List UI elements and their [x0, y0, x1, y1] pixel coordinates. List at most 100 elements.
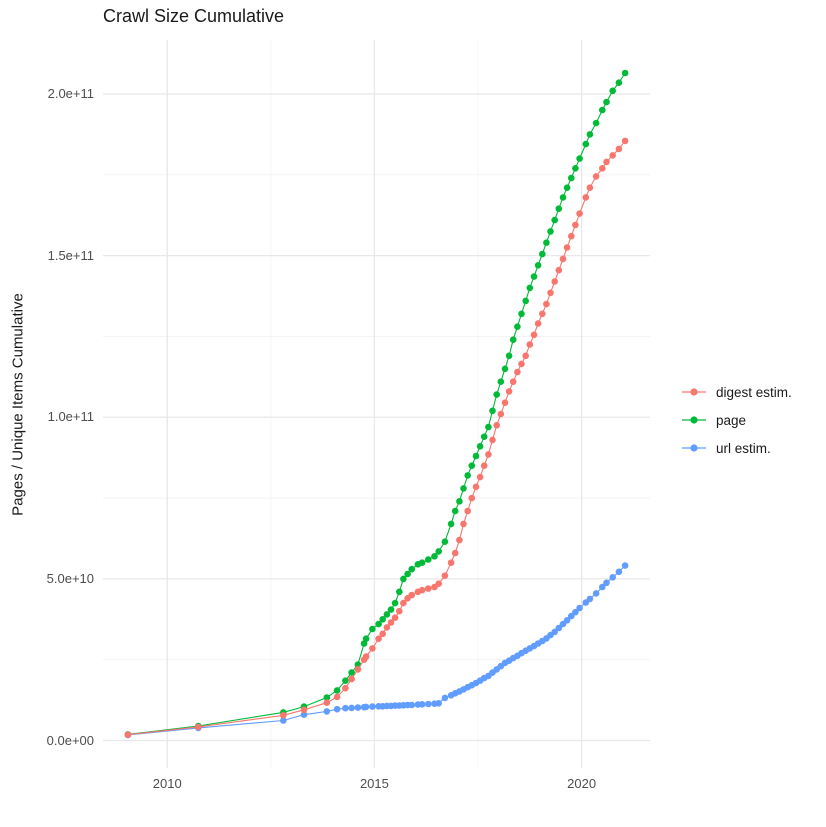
data-point-page [375, 620, 382, 628]
data-point-page [489, 407, 496, 415]
data-point-page [603, 98, 610, 106]
y-axis-title: Pages / Unique Items Cumulative [9, 293, 27, 516]
legend-item-url-estim: url estim. [681, 434, 792, 462]
data-point-page [505, 352, 513, 360]
data-point-digest-estim [447, 559, 455, 566]
data-point-digest-estim [480, 462, 488, 470]
data-point-digest-estim [396, 607, 403, 615]
data-point-digest-estim [572, 221, 579, 229]
data-point-digest-estim [489, 436, 496, 444]
data-point-digest-estim [435, 580, 443, 587]
data-point-url-estim [592, 590, 600, 597]
plot-panel [103, 40, 650, 768]
data-point-digest-estim [505, 388, 513, 395]
y-tick-label: 0.0e+00 [46, 732, 94, 748]
data-point-digest-estim [391, 614, 399, 621]
data-point-page [447, 520, 455, 528]
data-point-url-estim [418, 701, 426, 708]
data-point-url-estim [609, 574, 616, 581]
data-point-page [530, 273, 538, 280]
data-point-page [464, 472, 472, 479]
data-point-page [362, 635, 370, 642]
legend-key-icon [682, 444, 706, 452]
data-point-page [592, 119, 600, 127]
legend-label: url estim. [716, 440, 771, 456]
data-point-digest-estim [563, 244, 571, 251]
data-point-digest-estim [387, 619, 395, 626]
data-point-page [379, 616, 387, 623]
data-point-digest-estim [323, 699, 331, 706]
data-point-digest-estim [543, 300, 550, 308]
data-point-page [480, 433, 488, 441]
data-point-page [451, 507, 459, 515]
data-point-digest-estim [518, 360, 525, 368]
data-point-digest-estim [539, 310, 546, 318]
data-point-digest-estim [592, 173, 600, 180]
data-point-digest-estim [534, 320, 542, 327]
data-point-digest-estim [456, 536, 463, 544]
data-point-page [572, 165, 579, 172]
data-point-page [460, 485, 467, 492]
data-point-page [333, 687, 341, 694]
data-point-url-estim [425, 700, 432, 708]
y-tick-label: 2.0e+11 [47, 85, 94, 101]
data-point-page [485, 423, 492, 431]
data-point-digest-estim [124, 731, 132, 738]
data-point-page [514, 323, 521, 331]
data-point-page [509, 336, 517, 344]
data-point-digest-estim [559, 255, 567, 263]
data-point-page [435, 548, 443, 555]
data-point-url-estim [603, 579, 610, 587]
data-point-page [615, 79, 623, 86]
data-point-url-estim [435, 700, 443, 707]
data-point-page [609, 87, 616, 95]
data-point-digest-estim [408, 591, 416, 599]
x-tick-label: 2020 [567, 776, 597, 791]
data-point-page [431, 553, 438, 560]
legend-key-point [690, 388, 698, 396]
data-point-digest-estim [333, 693, 341, 701]
data-point-url-estim [563, 617, 571, 624]
data-point-digest-estim [342, 684, 349, 692]
data-point-url-estim [572, 608, 579, 616]
data-point-digest-estim [280, 712, 287, 719]
data-point-page [568, 174, 575, 182]
data-point-page [576, 155, 583, 162]
data-point-digest-estim [195, 723, 202, 731]
chart-title: Crawl Size Cumulative [103, 6, 285, 26]
data-point-digest-estim [425, 585, 432, 592]
data-point-digest-estim [582, 194, 590, 201]
data-point-url-estim [441, 694, 449, 702]
data-point-digest-estim [603, 158, 610, 166]
data-point-page [621, 69, 629, 77]
data-point-page [563, 184, 571, 191]
data-point-digest-estim [599, 165, 606, 172]
data-point-url-estim [280, 717, 287, 724]
data-point-digest-estim [441, 572, 449, 579]
data-point-page [342, 677, 349, 684]
data-point-page [493, 391, 501, 398]
data-point-digest-estim [400, 599, 407, 607]
data-point-page [441, 538, 449, 545]
data-point-page [518, 310, 525, 318]
data-point-page [547, 228, 554, 235]
data-point-page [539, 250, 546, 258]
data-point-page [522, 297, 529, 305]
data-point-page [497, 378, 505, 386]
data-point-page [476, 443, 484, 450]
data-point-digest-estim [300, 706, 308, 714]
data-point-url-estim [348, 704, 355, 712]
data-point-digest-estim [485, 451, 492, 458]
plot-svg [103, 40, 650, 768]
data-point-url-estim [551, 628, 558, 636]
y-tick-label: 5.0e+10 [46, 570, 94, 586]
data-point-url-estim [621, 562, 629, 569]
legend-key-point [690, 444, 698, 452]
data-point-digest-estim [576, 210, 583, 217]
data-point-page [400, 575, 407, 583]
data-point-page [582, 140, 590, 148]
legend-item-digest-estim: digest estim. [681, 378, 792, 406]
y-tick-label: 1.0e+11 [47, 409, 94, 425]
data-point-url-estim [362, 703, 370, 711]
